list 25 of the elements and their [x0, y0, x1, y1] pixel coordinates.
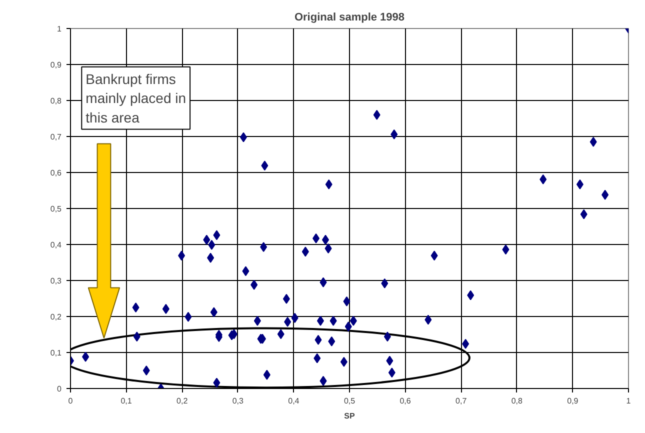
y-tick-label: 0,7 [50, 132, 62, 142]
x-tick-label: 0,7 [456, 396, 468, 406]
x-tick-label: 0,2 [176, 396, 188, 406]
y-tick-label: 0 [57, 384, 62, 394]
x-tick-label: 0,5 [344, 396, 356, 406]
chart-title: Original sample 1998 [294, 12, 405, 24]
x-tick-label: 0,9 [567, 396, 579, 406]
x-tick-label: 1 [626, 396, 632, 406]
y-tick-label: 0,8 [50, 96, 62, 106]
x-tick-label: 0,6 [400, 396, 412, 406]
y-tick-label: 0,4 [50, 240, 62, 250]
annotation: Bankrupt firms mainly placed in this area [86, 70, 186, 126]
y-tick-label: 1 [57, 24, 62, 34]
x-axis-title: SP [344, 412, 356, 420]
y-tick-label: 0,9 [50, 60, 62, 70]
x-tick-label: 0,3 [232, 396, 244, 406]
y-tick-label: 0,3 [50, 276, 62, 286]
y-tick-label: 0,5 [50, 204, 62, 214]
y-tick-label: 0,6 [50, 168, 62, 178]
y-tick-label: 0,2 [50, 312, 62, 322]
x-tick-label: 0 [68, 396, 74, 406]
y-tick-label: 0,1 [50, 348, 62, 358]
x-tick-label: 0,4 [288, 396, 300, 406]
x-tick-label: 0,1 [120, 396, 132, 406]
x-tick-label: 0,8 [511, 396, 524, 406]
